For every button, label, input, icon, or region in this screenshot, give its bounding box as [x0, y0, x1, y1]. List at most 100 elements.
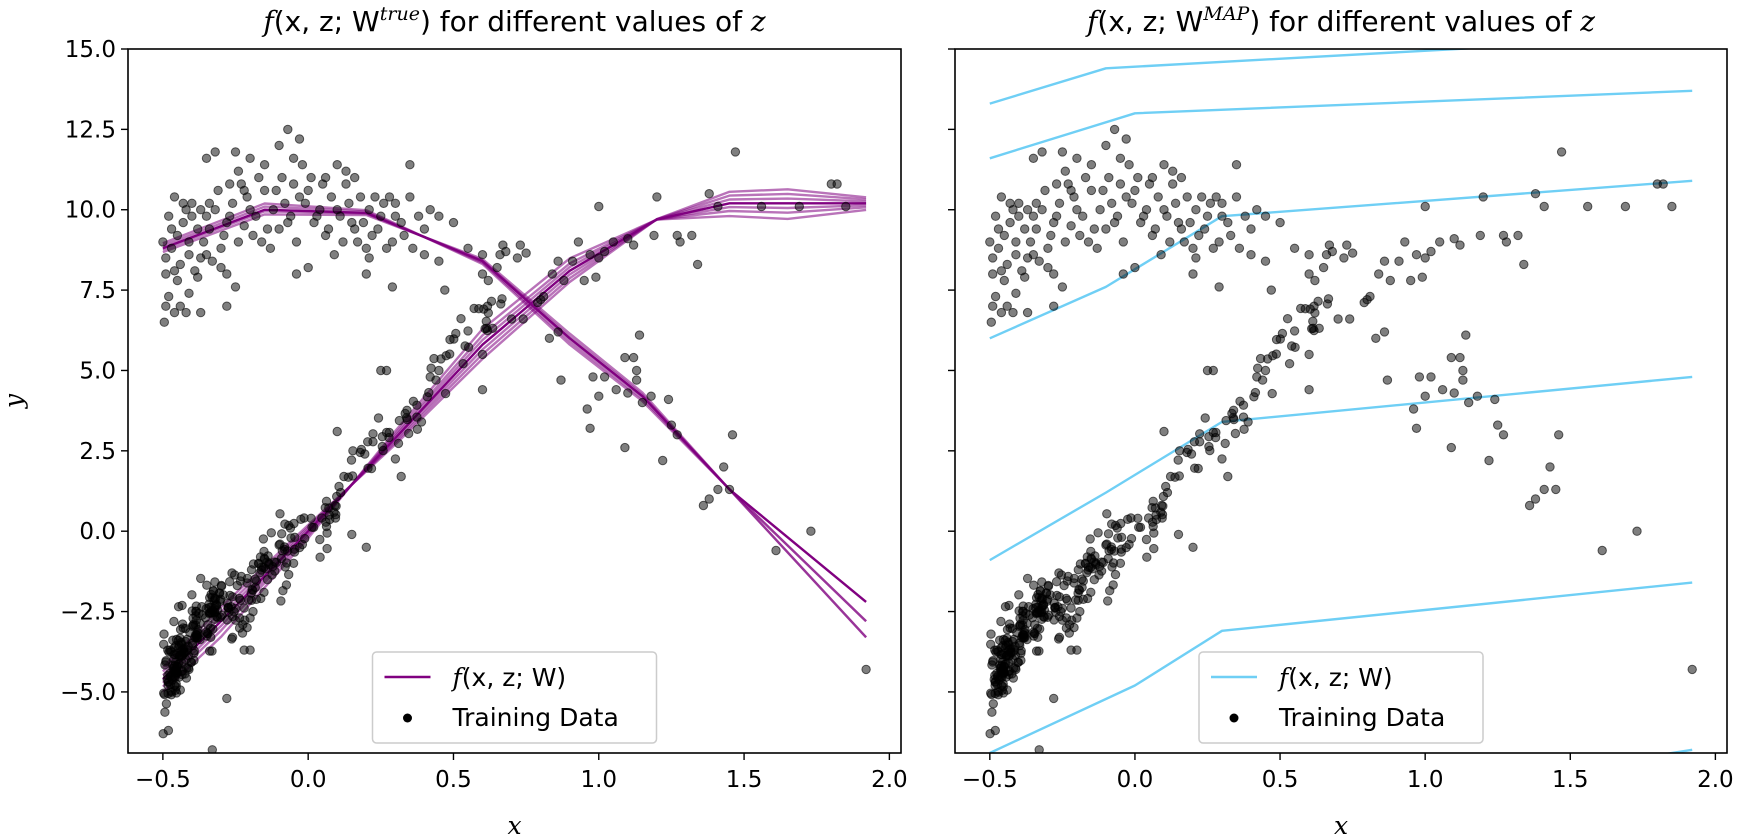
left-training-point — [169, 616, 179, 627]
left-training-point — [177, 600, 187, 611]
left-training-point — [278, 586, 288, 596]
right-training-point — [1253, 363, 1263, 373]
left-training-point — [344, 198, 354, 209]
right-training-point — [1008, 673, 1018, 683]
right-training-point — [1223, 471, 1233, 482]
right-training-point — [1597, 545, 1607, 556]
left-training-point — [196, 205, 206, 215]
right-training-point — [1284, 359, 1295, 369]
right-training-point — [1080, 172, 1091, 183]
left-training-point — [171, 665, 181, 675]
right-training-point — [1030, 620, 1040, 630]
right-training-point — [1214, 282, 1224, 292]
right-chart-title: f(x, z; WMAP) for different values of z — [1085, 3, 1595, 38]
left-training-point — [289, 544, 300, 554]
right-training-point — [1075, 559, 1086, 569]
left-training-point — [184, 250, 194, 260]
right-training-point — [1333, 314, 1343, 324]
left-training-point — [201, 211, 212, 221]
right-training-point — [1228, 405, 1239, 415]
left-training-point — [448, 217, 459, 228]
right-training-point — [1260, 211, 1271, 221]
right-x-axis-label: x — [1334, 811, 1348, 837]
left-training-point — [307, 522, 317, 532]
left-training-point — [719, 462, 729, 472]
left-training-point — [646, 391, 656, 401]
left-training-point — [227, 198, 238, 209]
left-training-point — [207, 745, 217, 753]
right-training-point — [1072, 153, 1082, 164]
left-training-point — [347, 529, 357, 540]
right-x-tick-label: 2.0 — [1697, 767, 1734, 793]
right-training-point — [1115, 153, 1126, 164]
right-training-point — [1400, 237, 1410, 247]
left-training-point — [239, 645, 249, 655]
right-training-point — [1057, 147, 1068, 157]
left-training-point — [213, 185, 223, 196]
right-training-point — [1008, 307, 1018, 318]
left-training-point — [325, 514, 335, 525]
right-training-point — [1072, 613, 1082, 623]
left-training-point — [286, 211, 296, 221]
right-training-point — [1162, 487, 1173, 498]
right-training-point — [1188, 269, 1198, 279]
left-training-point — [608, 237, 618, 247]
left-training-point — [861, 664, 871, 675]
left-training-point — [239, 603, 249, 613]
left-training-point — [477, 250, 488, 260]
left-training-point — [230, 147, 241, 157]
left-training-point — [210, 147, 220, 157]
left-training-point — [280, 562, 290, 572]
right-training-point — [1095, 205, 1105, 215]
right-training-point — [1105, 586, 1115, 596]
left-training-point — [275, 509, 285, 519]
left-training-point — [188, 619, 199, 630]
left-training-point — [381, 243, 392, 254]
right-training-point — [1539, 201, 1549, 212]
left-training-point — [163, 725, 174, 736]
right-training-point — [1321, 250, 1332, 260]
left-training-point — [405, 160, 415, 170]
left-training-point — [341, 166, 351, 176]
left-training-point — [277, 172, 287, 183]
left-series-rising-branch-line — [162, 206, 867, 688]
right-training-point — [1318, 262, 1329, 273]
left-training-point — [631, 375, 642, 385]
left-training-point — [841, 201, 851, 212]
left-training-point — [262, 575, 273, 585]
left-training-point — [599, 246, 610, 257]
left-training-point — [364, 253, 374, 263]
right-training-point — [1620, 201, 1631, 212]
left-training-point — [652, 192, 662, 202]
left-training-point — [434, 365, 444, 376]
left-training-point — [161, 301, 171, 311]
left-training-point — [393, 438, 404, 449]
right-training-point — [1118, 237, 1129, 247]
left-training-point — [387, 282, 398, 292]
right-training-point — [1193, 463, 1203, 474]
left-training-point — [387, 237, 398, 247]
left-training-point — [402, 405, 412, 415]
left-y-tick-label: 10.0 — [65, 198, 116, 224]
left-training-point — [358, 217, 369, 228]
left-training-point — [339, 471, 349, 482]
left-training-point — [429, 353, 439, 364]
left-legend-point-swatch — [403, 713, 412, 723]
left-training-point — [284, 520, 294, 531]
right-training-point — [992, 679, 1003, 690]
left-training-point — [233, 166, 244, 176]
right-training-point — [1141, 534, 1152, 545]
left-training-point — [245, 613, 255, 623]
right-training-point — [1159, 205, 1169, 215]
right-x-tick-label: 0.5 — [1262, 767, 1299, 793]
right-training-point — [1475, 230, 1486, 241]
right-training-point — [1204, 441, 1214, 452]
left-training-point — [315, 205, 325, 215]
left-training-point — [203, 620, 213, 630]
right-training-point — [1086, 160, 1097, 170]
left-training-point — [160, 707, 170, 717]
right-training-point — [1234, 243, 1245, 254]
left-training-point — [279, 542, 290, 552]
left-training-point — [361, 243, 371, 254]
left-training-point — [456, 314, 466, 324]
